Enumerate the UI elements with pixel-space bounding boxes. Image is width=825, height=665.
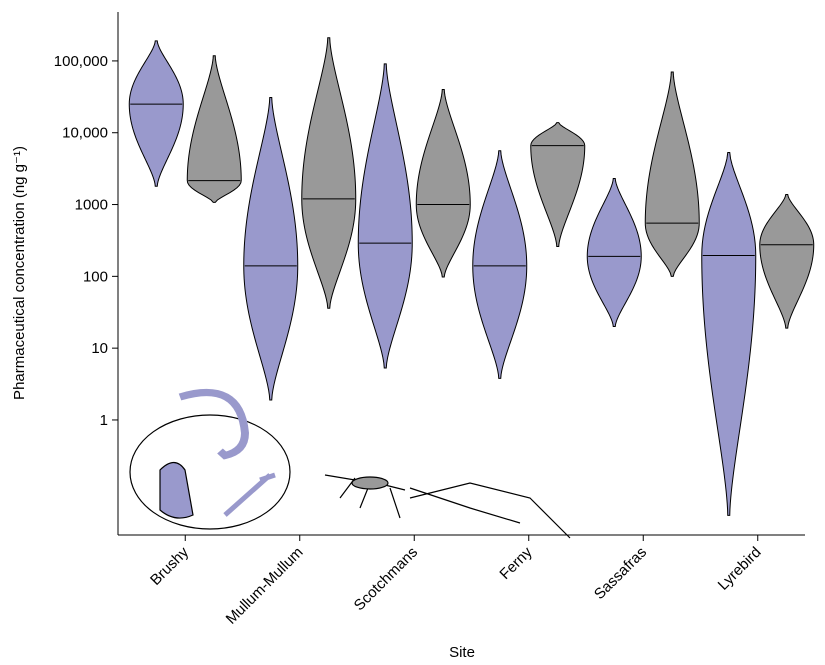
violin <box>128 40 184 187</box>
y-axis-title: Pharmaceutical concentration (ng g⁻¹) <box>11 146 28 400</box>
violin <box>530 122 586 248</box>
violin <box>186 55 242 203</box>
violin <box>415 88 471 278</box>
y-tick-label: 10,000 <box>62 125 108 142</box>
violin <box>357 63 413 369</box>
y-tick-label: 100,000 <box>54 53 108 70</box>
y-tick-label: 1000 <box>75 197 108 214</box>
x-tick-label: Sassafras <box>591 544 650 603</box>
x-tick-label: Brushy <box>147 543 192 588</box>
x-tick-label: Mullum-Mullum <box>223 544 307 628</box>
x-tick-label: Ferny <box>496 543 535 582</box>
x-tick-label: Scotchmans <box>351 544 421 614</box>
x-tick-label: Lyrebird <box>715 544 765 594</box>
y-tick-label: 10 <box>91 340 108 357</box>
y-tick-label: 100 <box>83 268 108 285</box>
violin <box>701 152 757 516</box>
y-tick-label: 1 <box>100 412 108 429</box>
violin <box>301 37 357 309</box>
violin <box>586 178 642 328</box>
illustration <box>129 388 571 539</box>
violin <box>759 193 815 329</box>
violin <box>644 71 700 277</box>
violin <box>243 96 299 401</box>
violin <box>472 150 528 379</box>
x-axis-title: Site <box>449 644 475 661</box>
